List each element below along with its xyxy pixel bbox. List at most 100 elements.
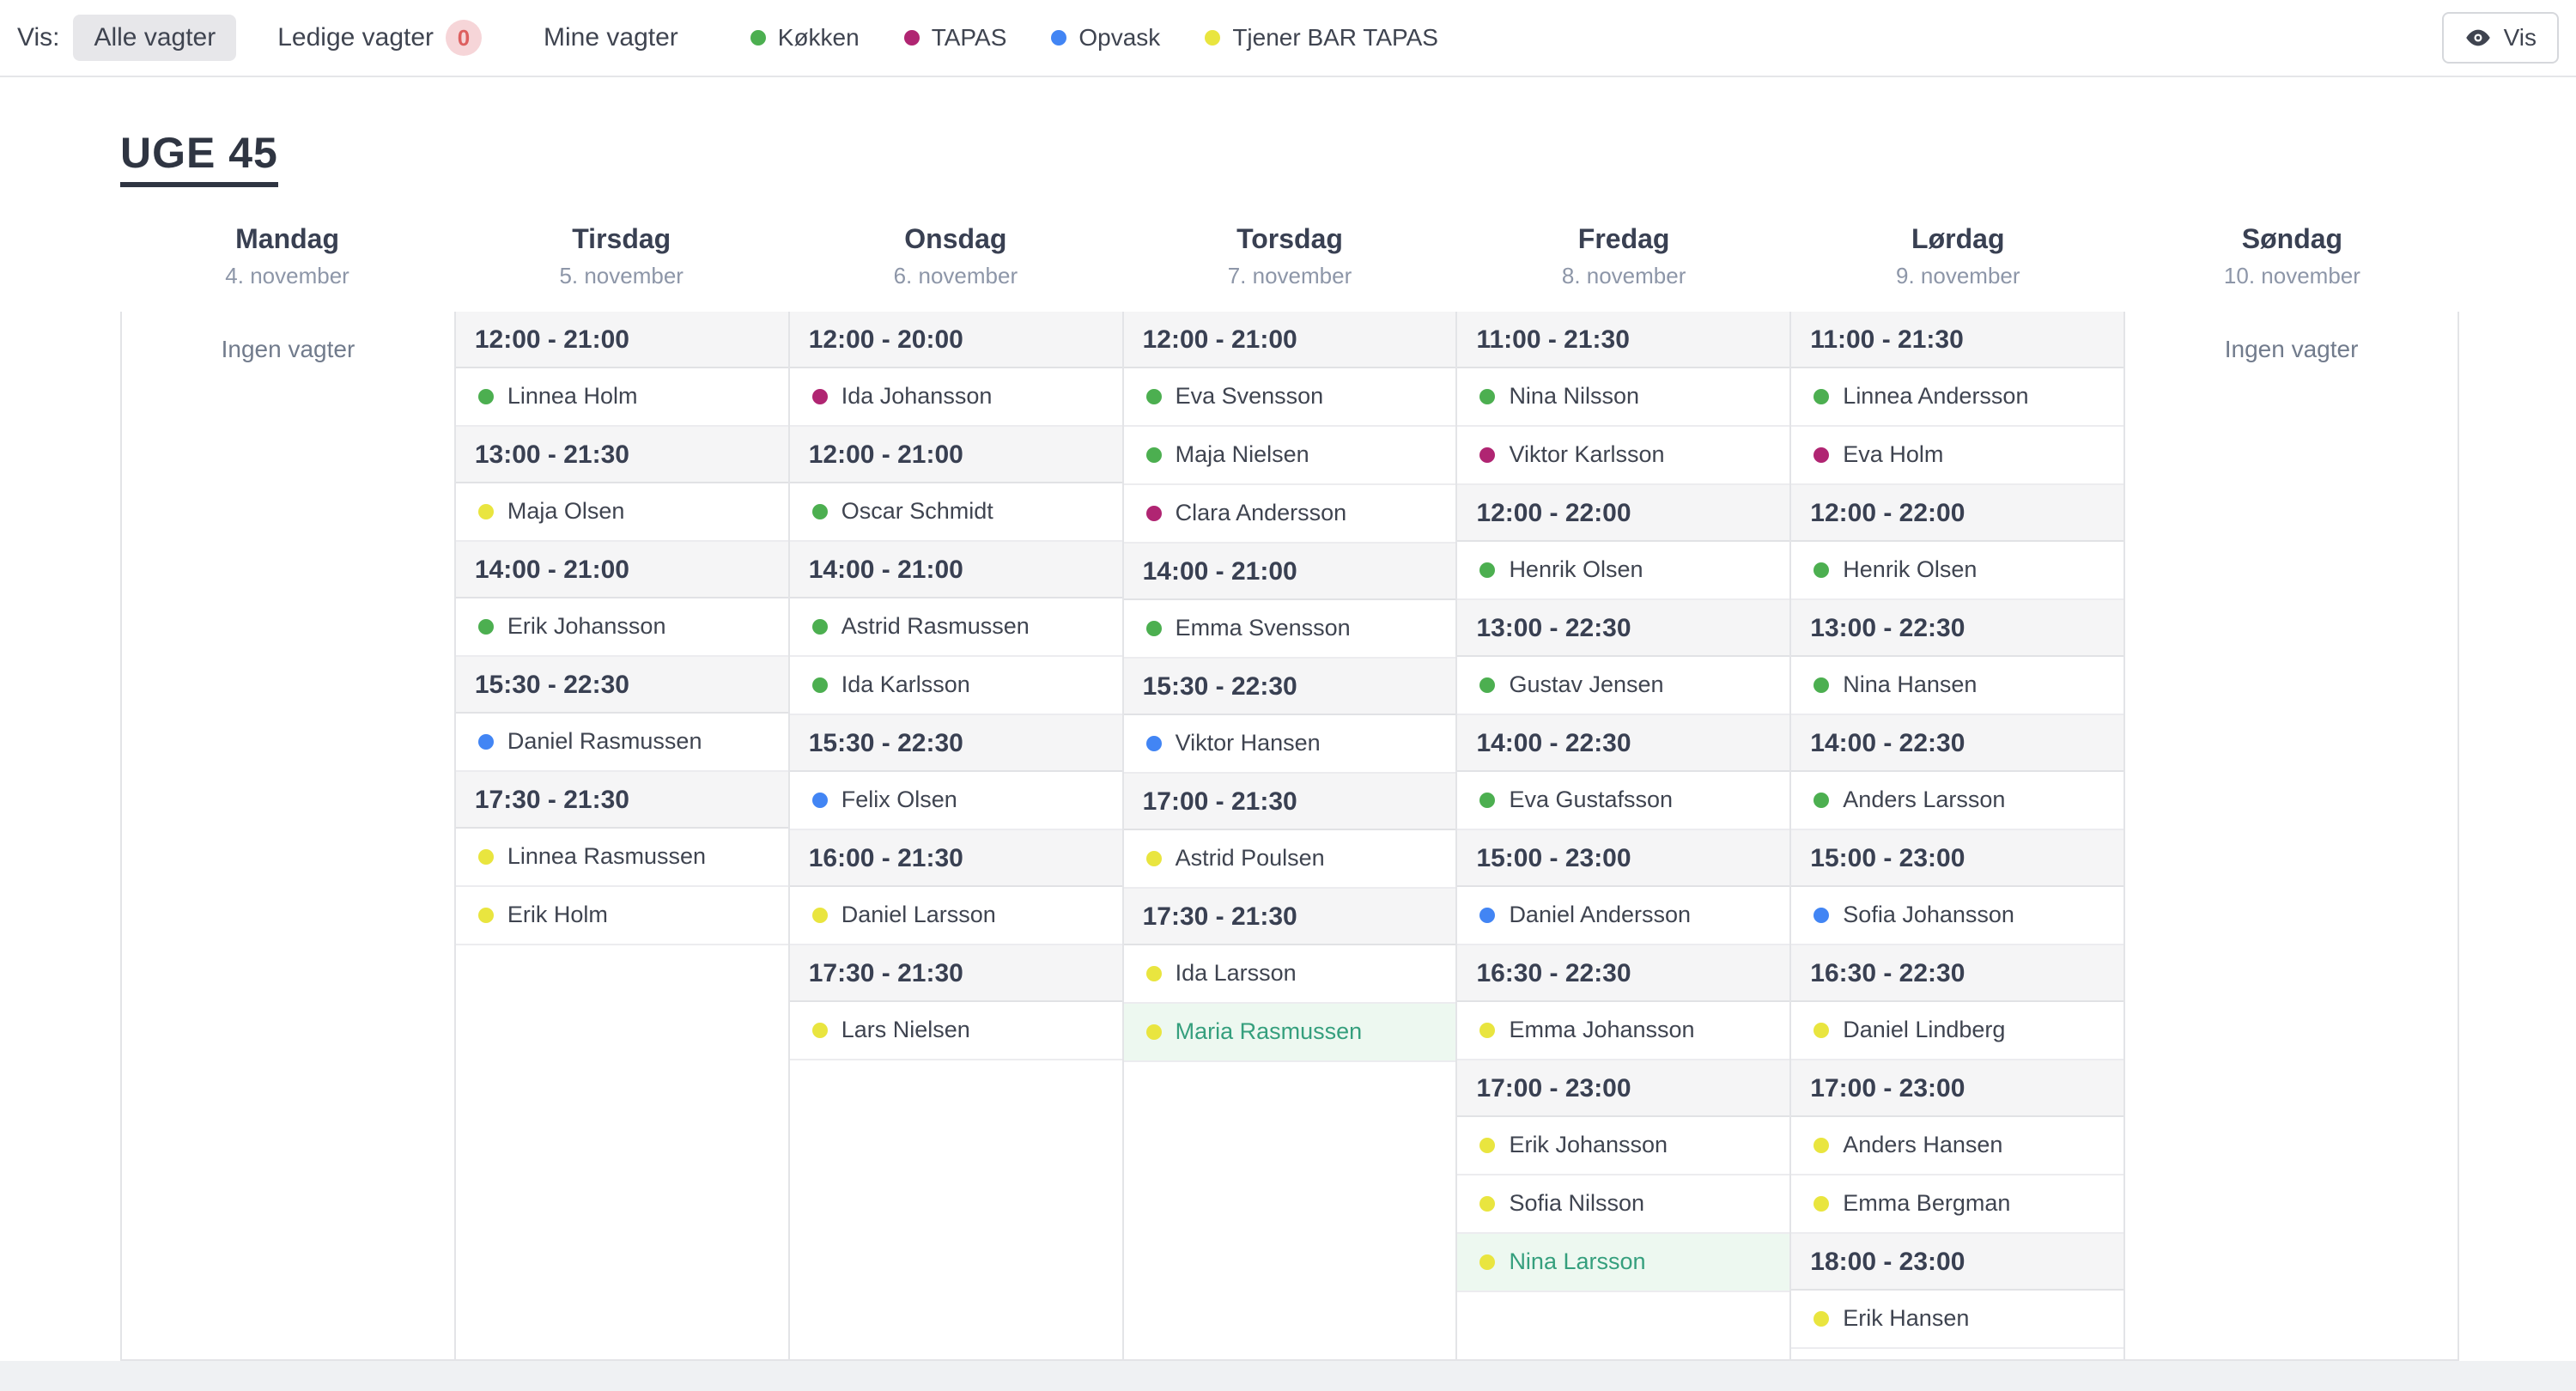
shift-time-header: 15:30 - 22:30 (455, 656, 788, 714)
shift-row[interactable]: Erik Johansson (1457, 1116, 1790, 1175)
shift-time-header: 17:30 - 21:30 (789, 945, 1122, 1002)
employee-name: Oscar Schmidt (841, 498, 993, 524)
day-column-onsdag: 12:00 - 20:00 Ida Johansson 12:00 - 21:00 O… (789, 311, 1124, 1359)
shift-row[interactable]: Eva Holm (1791, 426, 2124, 485)
shift-row[interactable]: Erik Johansson (455, 598, 788, 657)
employee-name: Sofia Nilsson (1509, 1190, 1645, 1216)
shift-row[interactable]: Gustav Jensen (1457, 656, 1790, 715)
employee-name: Astrid Poulsen (1175, 845, 1325, 871)
day-column-fredag: 11:00 - 21:30 Nina Nilsson Viktor Karlsson… (1457, 311, 1792, 1359)
shift-row[interactable]: Ida Larsson (1123, 945, 1456, 1004)
shift-row[interactable]: Anders Hansen (1791, 1116, 2124, 1175)
shift-row[interactable]: Eva Gustafsson (1457, 771, 1790, 830)
shift-row[interactable]: Sofia Johansson (1791, 886, 2124, 945)
shift-type-dot (1479, 792, 1496, 808)
shift-row[interactable]: Emma Svensson (1123, 599, 1456, 659)
employee-name: Gustav Jensen (1509, 671, 1664, 697)
shift-row[interactable]: Astrid Poulsen (1123, 829, 1456, 889)
shift-type-dot (1814, 1195, 1830, 1212)
shift-type-dot (1479, 388, 1496, 404)
shift-row[interactable]: Nina Larsson (1457, 1233, 1790, 1292)
day-column-tirsdag: 12:00 - 21:00 Linnea Holm 13:00 - 21:30 Maj… (455, 311, 790, 1359)
shift-type-dot (811, 677, 828, 693)
employee-name: Astrid Rasmussen (841, 613, 1030, 639)
employee-name: Ida Karlsson (841, 671, 970, 697)
shift-row[interactable]: Maja Nielsen (1123, 426, 1456, 485)
shift-row[interactable]: Daniel Andersson (1457, 886, 1790, 945)
view-options-button-label: Vis (2503, 24, 2537, 51)
shift-row[interactable]: Daniel Larsson (789, 886, 1122, 945)
shift-type-dot (1479, 907, 1496, 923)
day-date: 6. november (893, 262, 1018, 289)
employee-name: Eva Gustafsson (1509, 787, 1674, 812)
shift-row[interactable]: Ida Karlsson (789, 656, 1122, 715)
shift-row[interactable]: Lars Nielsen (789, 1001, 1122, 1060)
filter-label: Alle vagter (94, 23, 216, 52)
shift-row[interactable]: Linnea Andersson (1791, 367, 2124, 427)
legend-item-kokken[interactable]: Køkken (750, 24, 860, 52)
shift-time-header: 14:00 - 21:00 (455, 541, 788, 598)
shift-row[interactable]: Eva Svensson (1123, 367, 1456, 427)
shift-row[interactable]: Nina Hansen (1791, 656, 2124, 715)
legend-label: Opvask (1078, 24, 1161, 51)
shift-time-header: 13:00 - 22:30 (1791, 599, 2124, 657)
employee-name: Clara Andersson (1175, 500, 1347, 525)
schedule-content: UGE 45 Mandag 4. november Tirsdag 5. novemb… (0, 77, 2576, 1361)
day-date: 4. november (225, 262, 349, 289)
shift-row[interactable]: Maja Olsen (455, 483, 788, 542)
employee-name: Ida Larsson (1175, 960, 1297, 986)
shift-time-header: 17:30 - 21:30 (1123, 888, 1456, 945)
shift-row[interactable]: Daniel Rasmussen (455, 713, 788, 772)
day-header-mandag: Mandag 4. november (120, 222, 454, 289)
no-shifts-label: Ingen vagter (2224, 335, 2359, 362)
employee-name: Erik Johansson (507, 613, 666, 639)
shift-row[interactable]: Oscar Schmidt (789, 483, 1122, 542)
shift-row[interactable]: Linnea Rasmussen (455, 828, 788, 887)
shift-time-header: 15:30 - 22:30 (1123, 658, 1456, 715)
shift-type-dot (1814, 562, 1830, 578)
shift-row[interactable]: Daniel Lindberg (1791, 1001, 2124, 1060)
employee-name: Sofia Johansson (1843, 902, 2014, 927)
legend-label: Køkken (777, 24, 860, 51)
legend-item-opvask[interactable]: Opvask (1051, 24, 1160, 52)
shift-type-dot (811, 503, 828, 519)
employee-name: Felix Olsen (841, 787, 957, 812)
shift-row[interactable]: Henrik Olsen (1457, 541, 1790, 600)
employee-name: Maria Rasmussen (1175, 1018, 1363, 1044)
shift-row[interactable]: Henrik Olsen (1791, 541, 2124, 600)
shift-type-dot (477, 907, 494, 923)
employee-name: Viktor Karlsson (1509, 441, 1665, 467)
shift-row[interactable]: Anders Larsson (1791, 771, 2124, 830)
view-options-button[interactable]: Vis (2441, 12, 2559, 64)
shift-row[interactable]: Linnea Holm (455, 367, 788, 427)
filter-alle-vagter[interactable]: Alle vagter (73, 15, 237, 61)
shift-row[interactable]: Nina Nilsson (1457, 367, 1790, 427)
shift-row[interactable]: Felix Olsen (789, 771, 1122, 830)
day-headers-row: Mandag 4. november Tirsdag 5. november Onsda… (120, 222, 2459, 312)
day-date: 8. november (1561, 262, 1686, 289)
shift-row[interactable]: Astrid Rasmussen (789, 598, 1122, 657)
day-header-tirsdag: Tirsdag 5. november (454, 222, 788, 289)
day-header-torsdag: Torsdag 7. november (1122, 222, 1456, 289)
legend-item-tjener-bar-tapas[interactable]: Tjener BAR TAPAS (1205, 24, 1438, 52)
filter-mine-vagter[interactable]: Mine vagter (523, 15, 699, 61)
shift-row[interactable]: Emma Bergman (1791, 1175, 2124, 1234)
shift-row[interactable]: Ida Johansson (789, 367, 1122, 427)
shift-type-dot (1814, 388, 1830, 404)
shift-row[interactable]: Sofia Nilsson (1457, 1175, 1790, 1234)
shift-time-header: 14:00 - 22:30 (1791, 714, 2124, 772)
shift-type-dot (1145, 735, 1162, 751)
shift-row[interactable]: Viktor Karlsson (1457, 426, 1790, 485)
day-date: 7. november (1227, 262, 1352, 289)
shift-row[interactable]: Maria Rasmussen (1123, 1003, 1456, 1062)
legend-item-tapas[interactable]: TAPAS (903, 24, 1006, 52)
shift-row[interactable]: Emma Johansson (1457, 1001, 1790, 1060)
shift-time-header: 15:30 - 22:30 (789, 714, 1122, 772)
shift-row[interactable]: Clara Andersson (1123, 484, 1456, 544)
shift-row[interactable]: Viktor Hansen (1123, 714, 1456, 774)
employee-name: Anders Larsson (1843, 787, 2006, 812)
filter-ledige-vagter[interactable]: Ledige vagter 0 (257, 11, 502, 64)
shift-row[interactable]: Erik Holm (455, 886, 788, 945)
show-filter-label: Vis: (17, 23, 60, 52)
shift-row[interactable]: Erik Hansen (1791, 1290, 2124, 1349)
